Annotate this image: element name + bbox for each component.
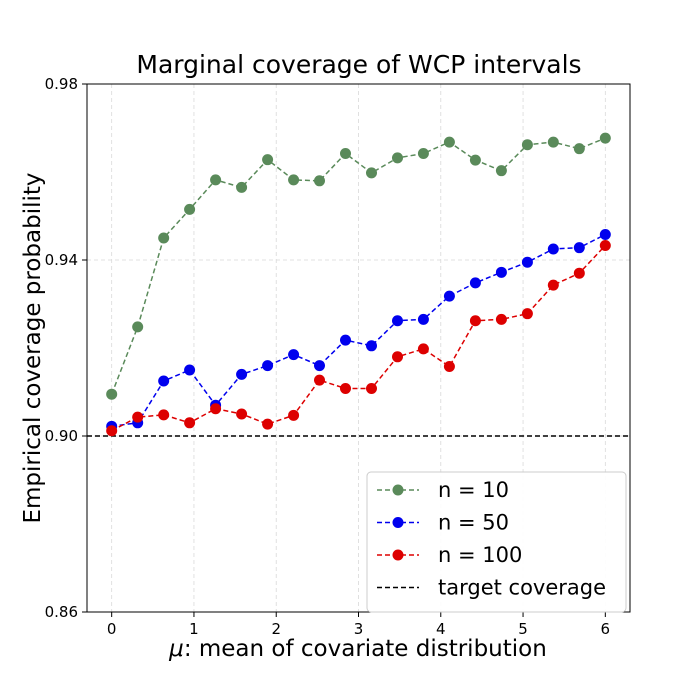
- data-point: [391, 152, 403, 164]
- legend-marker: [392, 484, 404, 496]
- data-point: [184, 417, 196, 429]
- data-point: [158, 232, 170, 244]
- axis-ticks: 0 1 2 3 4 5 6 0.86 0.90 0.94 0.98: [45, 75, 610, 638]
- legend-label: n = 100: [438, 543, 522, 567]
- x-axis-label-text: : mean of covariate distribution: [184, 636, 547, 662]
- y-tick-label: 0.86: [45, 603, 78, 621]
- legend-entry: n = 10: [377, 478, 509, 502]
- legend-label: target coverage: [438, 576, 606, 600]
- legend-marker: [392, 549, 404, 561]
- data-point: [547, 279, 559, 291]
- grid: [87, 83, 630, 613]
- data-point: [495, 313, 507, 325]
- data-point: [599, 132, 611, 144]
- x-tick-label: 1: [189, 620, 199, 638]
- legend-entry: n = 50: [377, 511, 509, 535]
- data-point: [340, 334, 352, 346]
- legend-entry: target coverage: [377, 576, 606, 600]
- data-point: [314, 175, 326, 187]
- legend-box: [366, 471, 627, 613]
- data-point: [365, 340, 377, 352]
- data-point: [547, 136, 559, 148]
- legend-marker: [392, 517, 404, 528]
- data-point: [521, 256, 533, 268]
- x-tick-label: 4: [436, 620, 446, 638]
- x-tick-label: 2: [271, 620, 281, 638]
- data-point: [573, 143, 585, 155]
- data-point: [417, 313, 429, 325]
- data-point: [132, 411, 144, 423]
- data-point: [288, 409, 300, 421]
- data-point: [184, 203, 196, 215]
- data-point: [443, 136, 455, 148]
- data-point: [365, 382, 377, 394]
- data-point: [365, 167, 377, 179]
- data-point: [236, 408, 248, 420]
- data-point: [288, 349, 300, 361]
- data-point: [599, 239, 611, 251]
- data-point: [417, 343, 429, 355]
- x-axis-label: μ: mean of covariate distribution: [168, 636, 547, 662]
- x-tick-label: 0: [107, 620, 117, 638]
- y-tick-label: 0.94: [45, 251, 78, 269]
- data-point: [391, 315, 403, 327]
- legend-label: n = 50: [438, 511, 509, 535]
- data-point: [469, 277, 481, 289]
- data-point: [340, 382, 352, 394]
- data-point: [495, 266, 507, 278]
- legend: n = 10 n = 50 n = 100 target coverage: [366, 471, 627, 613]
- series-line: [111, 233, 606, 428]
- y-axis-label: Empirical coverage probability: [20, 172, 46, 523]
- data-point: [210, 174, 222, 186]
- data-point: [391, 351, 403, 363]
- data-point: [262, 360, 274, 372]
- data-point: [340, 148, 352, 160]
- data-point: [158, 375, 170, 387]
- data-point: [417, 148, 429, 160]
- data-point: [106, 388, 118, 400]
- legend-entry: n = 100: [377, 543, 522, 567]
- x-axis-symbol: μ: [168, 636, 184, 662]
- data-point: [106, 425, 118, 437]
- series-1: [106, 132, 611, 400]
- data-point: [443, 360, 455, 372]
- data-point: [314, 360, 326, 372]
- data-point: [599, 228, 611, 240]
- series-layer: [106, 132, 611, 437]
- data-point: [573, 267, 585, 279]
- x-tick-label: 3: [354, 620, 364, 638]
- data-point: [236, 181, 248, 193]
- data-point: [314, 374, 326, 386]
- data-point: [573, 242, 585, 254]
- series-line: [111, 137, 606, 395]
- data-point: [469, 315, 481, 327]
- data-point: [184, 364, 196, 376]
- y-tick-label: 0.90: [45, 427, 78, 445]
- x-tick-label: 5: [518, 620, 528, 638]
- data-point: [547, 243, 559, 255]
- data-point: [443, 290, 455, 302]
- chart-title: Marginal coverage of WCP intervals: [136, 50, 581, 79]
- data-point: [521, 139, 533, 151]
- data-point: [521, 308, 533, 320]
- data-point: [262, 418, 274, 430]
- legend-label: n = 10: [438, 478, 509, 502]
- data-point: [158, 409, 170, 421]
- data-point: [210, 403, 222, 415]
- x-tick-label: 6: [601, 620, 611, 638]
- data-point: [236, 368, 248, 380]
- data-point: [262, 154, 274, 166]
- y-tick-label: 0.98: [45, 75, 78, 93]
- data-point: [495, 165, 507, 177]
- series-3: [106, 239, 611, 437]
- data-point: [288, 174, 300, 186]
- data-point: [132, 321, 144, 333]
- data-point: [469, 154, 481, 166]
